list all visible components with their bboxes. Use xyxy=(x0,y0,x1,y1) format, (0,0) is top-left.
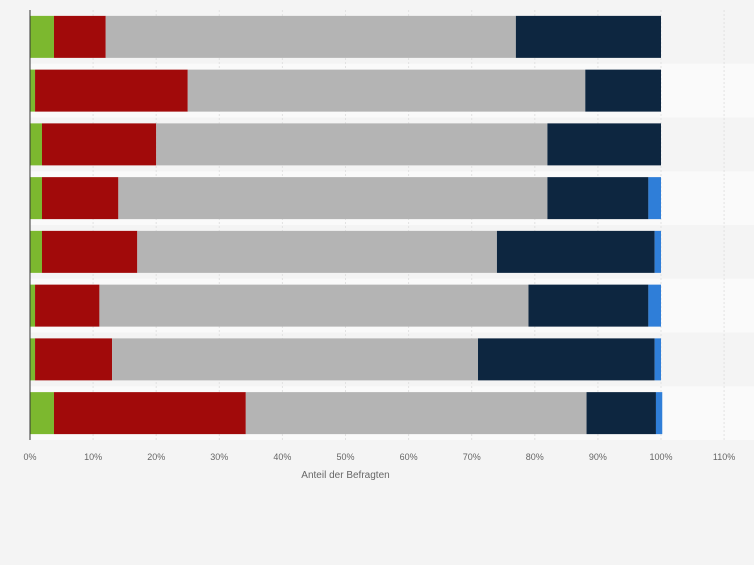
bar-segment xyxy=(496,230,655,273)
bar-segment xyxy=(30,69,36,112)
bar-segment xyxy=(30,123,42,166)
bar-segment xyxy=(41,177,119,220)
bar-segment xyxy=(187,69,586,112)
x-tick-labels: 0% 10% 20% 30% 40% 50% 60% 70% 80% 90% 100% 110% xyxy=(23,452,735,462)
x-axis-label: Anteil der Befragten xyxy=(301,470,389,481)
bar-segment xyxy=(137,230,497,273)
bar-segment xyxy=(30,230,42,273)
bar-segment xyxy=(156,123,548,166)
bar-segment xyxy=(35,69,188,112)
x-tick-label: 100% xyxy=(649,452,672,462)
x-tick-label: 40% xyxy=(273,452,291,462)
bar-segment xyxy=(99,284,529,327)
bar-segment xyxy=(547,123,661,166)
bar-segment xyxy=(41,230,138,273)
bar-segment xyxy=(515,15,661,58)
bar-segment xyxy=(30,177,42,220)
x-tick-label: 80% xyxy=(526,452,544,462)
bar-segment xyxy=(654,338,661,381)
bar-segment xyxy=(30,392,54,435)
bar-segment xyxy=(118,177,548,220)
x-tick-label: 90% xyxy=(589,452,607,462)
bar-segment xyxy=(112,338,479,381)
x-tick-label: 20% xyxy=(147,452,165,462)
bar-segment xyxy=(30,284,36,327)
bar-segment xyxy=(478,338,655,381)
bar-segment xyxy=(648,284,661,327)
bar-segment xyxy=(105,15,516,58)
bar-segment xyxy=(30,338,36,381)
bar-segments xyxy=(30,15,663,435)
bar-segment xyxy=(586,392,656,435)
bar-segment xyxy=(245,392,587,435)
bar-segment xyxy=(35,338,113,381)
bar-segment xyxy=(585,69,661,112)
bar-segment xyxy=(528,284,649,327)
bar-segment xyxy=(53,392,246,435)
x-tick-label: 0% xyxy=(23,452,36,462)
bar-segment xyxy=(35,284,100,327)
bar-segment xyxy=(648,177,661,220)
x-tick-label: 10% xyxy=(84,452,102,462)
bar-segment xyxy=(53,15,106,58)
bar-segment xyxy=(41,123,157,166)
bar-segment xyxy=(655,392,663,435)
x-tick-label: 110% xyxy=(713,452,735,462)
bar-segment xyxy=(30,15,54,58)
bar-segment xyxy=(654,230,661,273)
x-tick-label: 70% xyxy=(463,452,481,462)
x-tick-label: 50% xyxy=(336,452,354,462)
bar-segment xyxy=(547,177,649,220)
x-tick-label: 60% xyxy=(400,452,418,462)
x-tick-label: 30% xyxy=(210,452,228,462)
